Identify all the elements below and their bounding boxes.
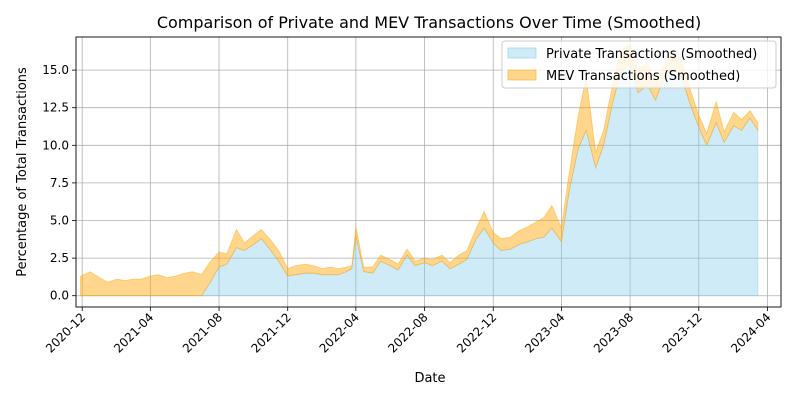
legend-label-private: Private Transactions (Smoothed): [546, 47, 757, 62]
legend-label-mev: MEV Transactions (Smoothed): [546, 69, 740, 84]
y-axis-ticks: 0.0 2.5 5.0 7.5 10.0 12.5 15.0: [42, 63, 76, 303]
x-tick-label: 2022-12: [454, 310, 499, 355]
legend-swatch-private: [507, 47, 537, 59]
area-mev-transactions: [80, 43, 759, 297]
y-tick-label: 2.5: [50, 251, 69, 265]
x-axis-ticks: 2020-12 2021-04 2021-08 2021-12 2022-04 2022-…: [43, 307, 774, 356]
chart-title: Comparison of Private and MEV Transactio…: [157, 13, 701, 32]
x-tick-label: 2021-08: [180, 310, 225, 355]
legend: Private Transactions (Smoothed) MEV Tran…: [501, 40, 777, 89]
x-tick-label: 2023-04: [522, 310, 567, 355]
x-tick-label: 2022-04: [317, 310, 362, 355]
y-tick-label: 7.5: [50, 176, 69, 190]
y-tick-label: 15.0: [42, 63, 69, 77]
x-tick-label: 2020-12: [43, 310, 88, 355]
x-tick-label: 2023-08: [591, 310, 636, 355]
y-tick-label: 5.0: [50, 214, 69, 228]
x-tick-label: 2021-04: [111, 310, 156, 355]
y-axis-label: Percentage of Total Transactions: [15, 67, 30, 277]
y-tick-label: 10.0: [42, 138, 69, 152]
legend-swatch-mev: [507, 69, 537, 81]
legend-box: [501, 40, 777, 89]
area-series: [80, 43, 759, 297]
x-tick-label: 2022-08: [385, 310, 430, 355]
x-tick-label: 2021-12: [248, 310, 293, 355]
y-tick-label: 12.5: [42, 101, 69, 115]
plot-frame: [75, 36, 782, 308]
x-tick-label: 2024-04: [728, 310, 773, 355]
x-axis-label: Date: [414, 371, 445, 386]
y-tick-label: 0.0: [50, 289, 69, 303]
x-tick-label: 2023-12: [660, 310, 705, 355]
